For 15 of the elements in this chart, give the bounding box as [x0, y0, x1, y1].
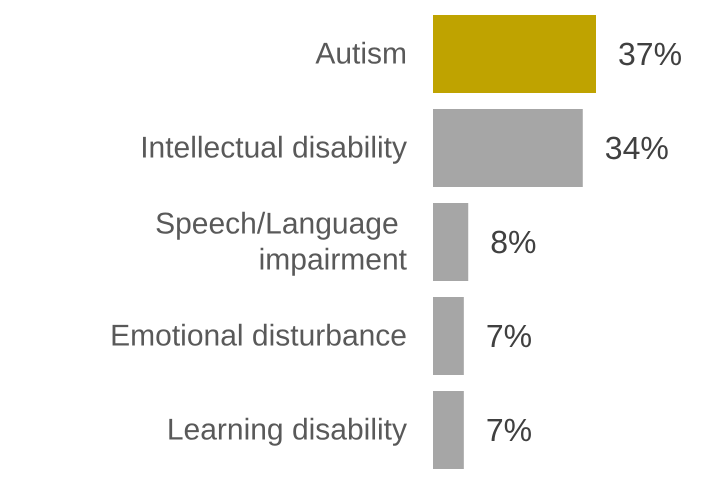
data-label: 37%	[618, 36, 682, 72]
bar	[433, 390, 464, 470]
data-label: 34%	[604, 130, 669, 166]
y-tick-label: Emotional disturbance	[110, 320, 407, 352]
bar	[433, 14, 596, 94]
y-tick-label: Speech/Language impairment	[155, 208, 408, 276]
y-tick-label: Learning disability	[166, 414, 407, 446]
bar	[433, 296, 464, 376]
y-tick-label: Intellectual disability	[140, 132, 407, 164]
bar	[433, 108, 583, 188]
data-label: 7%	[486, 412, 532, 448]
data-label: 7%	[486, 318, 532, 354]
bar	[433, 202, 468, 282]
data-label: 8%	[490, 224, 536, 260]
y-tick-label: Autism	[315, 38, 407, 70]
